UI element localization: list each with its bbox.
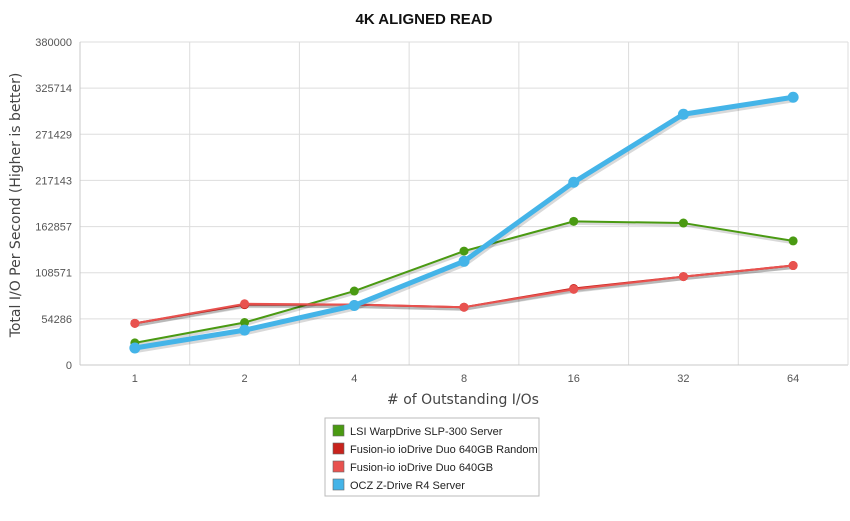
series-line-shadow bbox=[135, 221, 795, 347]
x-axis-label: # of Outstanding I/Os bbox=[387, 392, 539, 408]
legend-label: Fusion-io ioDrive Duo 640GB Random bbox=[350, 444, 538, 456]
x-axis-ticks: 1 2 4 8 16 32 64 bbox=[132, 373, 799, 385]
y-axis-label: Total I/O Per Second (Higher is better) bbox=[8, 73, 24, 339]
data-point bbox=[569, 216, 579, 226]
series-line bbox=[133, 264, 795, 325]
series-layer bbox=[129, 91, 799, 354]
legend-label: OCZ Z-Drive R4 Server bbox=[350, 480, 465, 492]
legend-swatch bbox=[332, 424, 345, 437]
x-tick-label: 32 bbox=[677, 373, 689, 385]
y-tick-label: 0 bbox=[66, 360, 72, 372]
legend-label: Fusion-io ioDrive Duo 640GB bbox=[350, 462, 493, 474]
data-point bbox=[788, 261, 798, 271]
y-tick-label: 380000 bbox=[35, 37, 72, 49]
series-line bbox=[133, 220, 795, 344]
x-tick-label: 2 bbox=[242, 373, 248, 385]
chart-title: 4K ALIGNED READ bbox=[356, 11, 493, 28]
series-1 bbox=[130, 261, 798, 328]
series-2 bbox=[130, 261, 798, 328]
grid bbox=[80, 41, 848, 365]
data-point bbox=[349, 286, 359, 296]
data-point bbox=[678, 272, 688, 282]
x-tick-label: 8 bbox=[461, 373, 467, 385]
data-point bbox=[788, 236, 798, 246]
legend-box bbox=[324, 417, 540, 497]
data-point bbox=[568, 176, 580, 188]
series-3 bbox=[129, 91, 799, 354]
data-point bbox=[458, 255, 470, 267]
y-tick-label: 325714 bbox=[35, 83, 72, 95]
data-point bbox=[787, 91, 799, 103]
y-tick-label: 271429 bbox=[35, 129, 72, 141]
data-point bbox=[459, 302, 469, 312]
data-point bbox=[677, 108, 689, 120]
y-tick-label: 108571 bbox=[35, 268, 72, 280]
data-point bbox=[569, 284, 579, 294]
data-point bbox=[678, 218, 688, 228]
y-tick-label: 54286 bbox=[41, 314, 72, 326]
data-point bbox=[459, 246, 469, 256]
series-0 bbox=[130, 216, 798, 348]
data-point bbox=[129, 342, 141, 354]
x-tick-label: 64 bbox=[787, 373, 799, 385]
legend: LSI WarpDrive SLP-300 Server Fusion-io io… bbox=[324, 417, 540, 497]
legend-swatch bbox=[332, 442, 345, 455]
plot-frame bbox=[79, 42, 849, 366]
x-tick-label: 16 bbox=[568, 373, 580, 385]
data-point bbox=[239, 324, 251, 336]
y-axis-ticks: 0 54286 108571 162857 217143 271429 325714 3800… bbox=[35, 37, 72, 372]
data-point bbox=[240, 318, 250, 327]
series-line bbox=[133, 264, 795, 325]
data-point bbox=[348, 300, 360, 311]
data-point bbox=[240, 299, 250, 309]
x-tick-label: 4 bbox=[351, 373, 357, 385]
legend-swatch bbox=[332, 478, 345, 491]
data-point bbox=[130, 318, 140, 328]
legend-label: LSI WarpDrive SLP-300 Server bbox=[350, 426, 503, 438]
legend-swatch bbox=[332, 460, 345, 473]
y-tick-label: 217143 bbox=[35, 175, 72, 187]
x-tick-label: 1 bbox=[132, 373, 138, 385]
y-tick-label: 162857 bbox=[35, 222, 72, 234]
